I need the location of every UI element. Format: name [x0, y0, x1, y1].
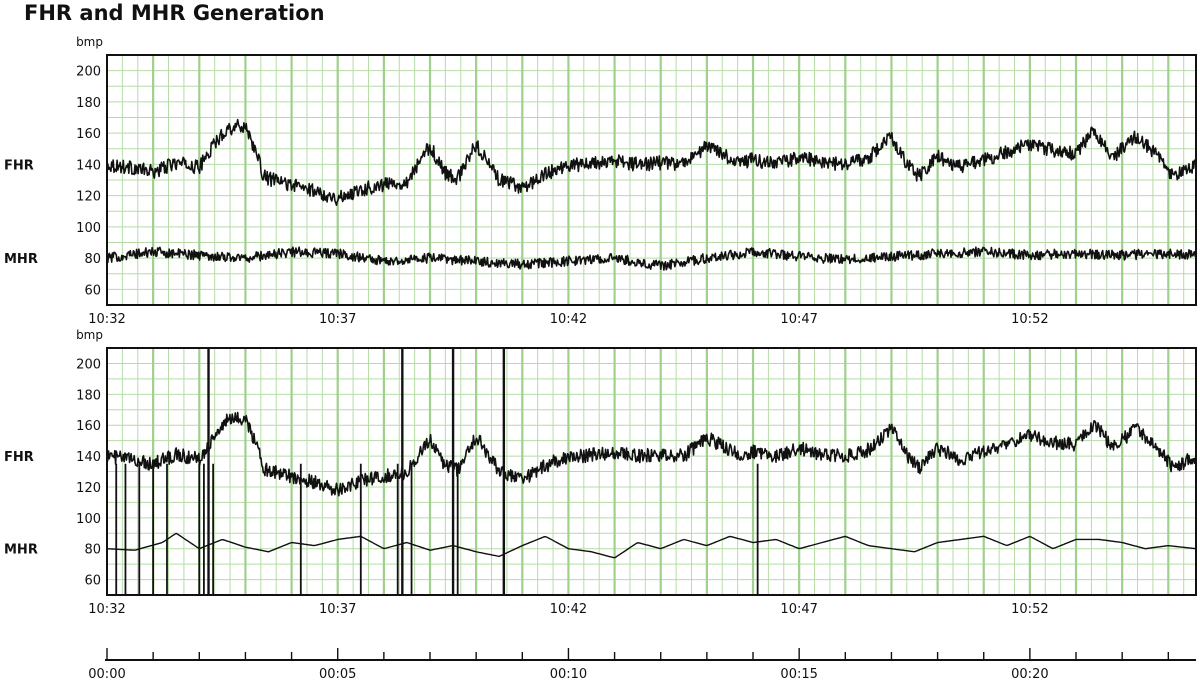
row-label-fhr: FHR: [4, 158, 34, 173]
grid: [107, 55, 1196, 305]
x-tick-label: 10:52: [1011, 312, 1048, 327]
y-tick-label: 160: [76, 419, 101, 434]
y-unit-label: bmp: [76, 35, 103, 49]
timeline-tick-label: 00:20: [1011, 667, 1048, 682]
panel-bottom: bmp 60 80 100 120 140 160 180 200 FHR MHR 10:32 10:3…: [4, 328, 1197, 617]
x-tick-label: 10:52: [1011, 602, 1048, 617]
row-label-fhr: FHR: [4, 450, 34, 465]
y-tick-label: 140: [76, 450, 101, 465]
timeline-tick-label: 00:15: [780, 667, 817, 682]
row-label-mhr: MHR: [4, 543, 38, 558]
row-label-mhr: MHR: [4, 252, 38, 267]
timeline-tick-label: 00:10: [550, 667, 587, 682]
y-tick-label: 160: [76, 127, 101, 142]
y-tick-label: 200: [76, 65, 101, 80]
x-tick-label: 10:37: [319, 312, 356, 327]
y-tick-label: 200: [76, 357, 101, 372]
x-tick-label: 10:42: [550, 312, 587, 327]
y-tick-label: 140: [76, 158, 101, 173]
y-tick-label: 100: [76, 221, 101, 236]
series-mhr-line: [106, 532, 1197, 559]
y-tick-label: 80: [84, 252, 101, 267]
chart-panels: bmp 60 80 100 120 140 160 180 200 FHR MHR 10:32 10:3…: [4, 35, 1197, 617]
y-tick-label: 120: [76, 190, 101, 205]
y-tick-label: 120: [76, 481, 101, 496]
elapsed-timeline: 00:00 00:05 00:10 00:15 00:20: [88, 648, 1196, 682]
y-tick-label: 100: [76, 512, 101, 527]
x-tick-label: 10:42: [550, 602, 587, 617]
x-tick-label: 10:47: [780, 312, 817, 327]
y-unit-label: bmp: [76, 328, 103, 342]
y-tick-label: 60: [84, 574, 101, 589]
x-tick-label: 10:32: [88, 602, 125, 617]
series-fhr-line: [106, 411, 1197, 497]
y-tick-label: 60: [84, 283, 101, 298]
series-fhr-line: [106, 118, 1197, 206]
grid: [107, 348, 1196, 595]
panel-top: bmp 60 80 100 120 140 160 180 200 FHR MHR 10:32 10:3…: [4, 35, 1197, 327]
plot-frame: [106, 54, 1197, 306]
chart-title: FHR and MHR Generation: [24, 1, 325, 25]
x-tick-label: 10:32: [88, 312, 125, 327]
y-tick-label: 180: [76, 388, 101, 403]
series-mhr-line: [106, 246, 1197, 271]
y-tick-label: 80: [84, 543, 101, 558]
x-tick-label: 10:47: [780, 602, 817, 617]
timeline-tick-label: 00:05: [319, 667, 356, 682]
x-tick-label: 10:37: [319, 602, 356, 617]
y-tick-label: 180: [76, 96, 101, 111]
plot-frame: [106, 347, 1197, 596]
timeline-tick-label: 00:00: [88, 667, 125, 682]
